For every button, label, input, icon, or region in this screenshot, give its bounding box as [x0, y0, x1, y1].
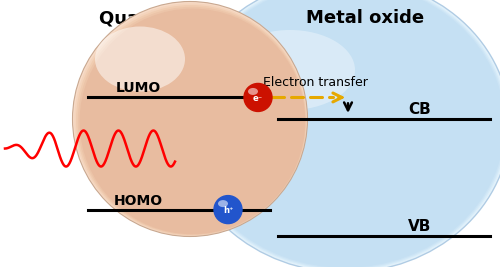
Ellipse shape [76, 5, 306, 235]
Text: VB: VB [408, 219, 432, 234]
Ellipse shape [182, 0, 500, 267]
Ellipse shape [78, 7, 306, 235]
Circle shape [214, 196, 242, 223]
Text: Metal oxide: Metal oxide [306, 9, 424, 27]
Ellipse shape [184, 0, 500, 267]
Ellipse shape [186, 0, 500, 267]
Ellipse shape [248, 88, 258, 95]
Ellipse shape [218, 200, 228, 207]
Ellipse shape [95, 26, 185, 92]
Text: h⁺: h⁺ [223, 206, 233, 215]
Ellipse shape [182, 0, 500, 267]
Text: LUMO: LUMO [116, 81, 160, 96]
Ellipse shape [180, 0, 500, 267]
Text: CB: CB [408, 102, 432, 117]
Text: HOMO: HOMO [114, 194, 162, 208]
Text: Electron transfer: Electron transfer [262, 76, 368, 89]
Circle shape [244, 84, 272, 111]
Ellipse shape [72, 2, 308, 237]
Text: Quantum dot: Quantum dot [98, 9, 232, 27]
Ellipse shape [225, 30, 355, 110]
Ellipse shape [80, 9, 305, 234]
Text: e⁻: e⁻ [253, 94, 263, 103]
Ellipse shape [74, 3, 307, 236]
